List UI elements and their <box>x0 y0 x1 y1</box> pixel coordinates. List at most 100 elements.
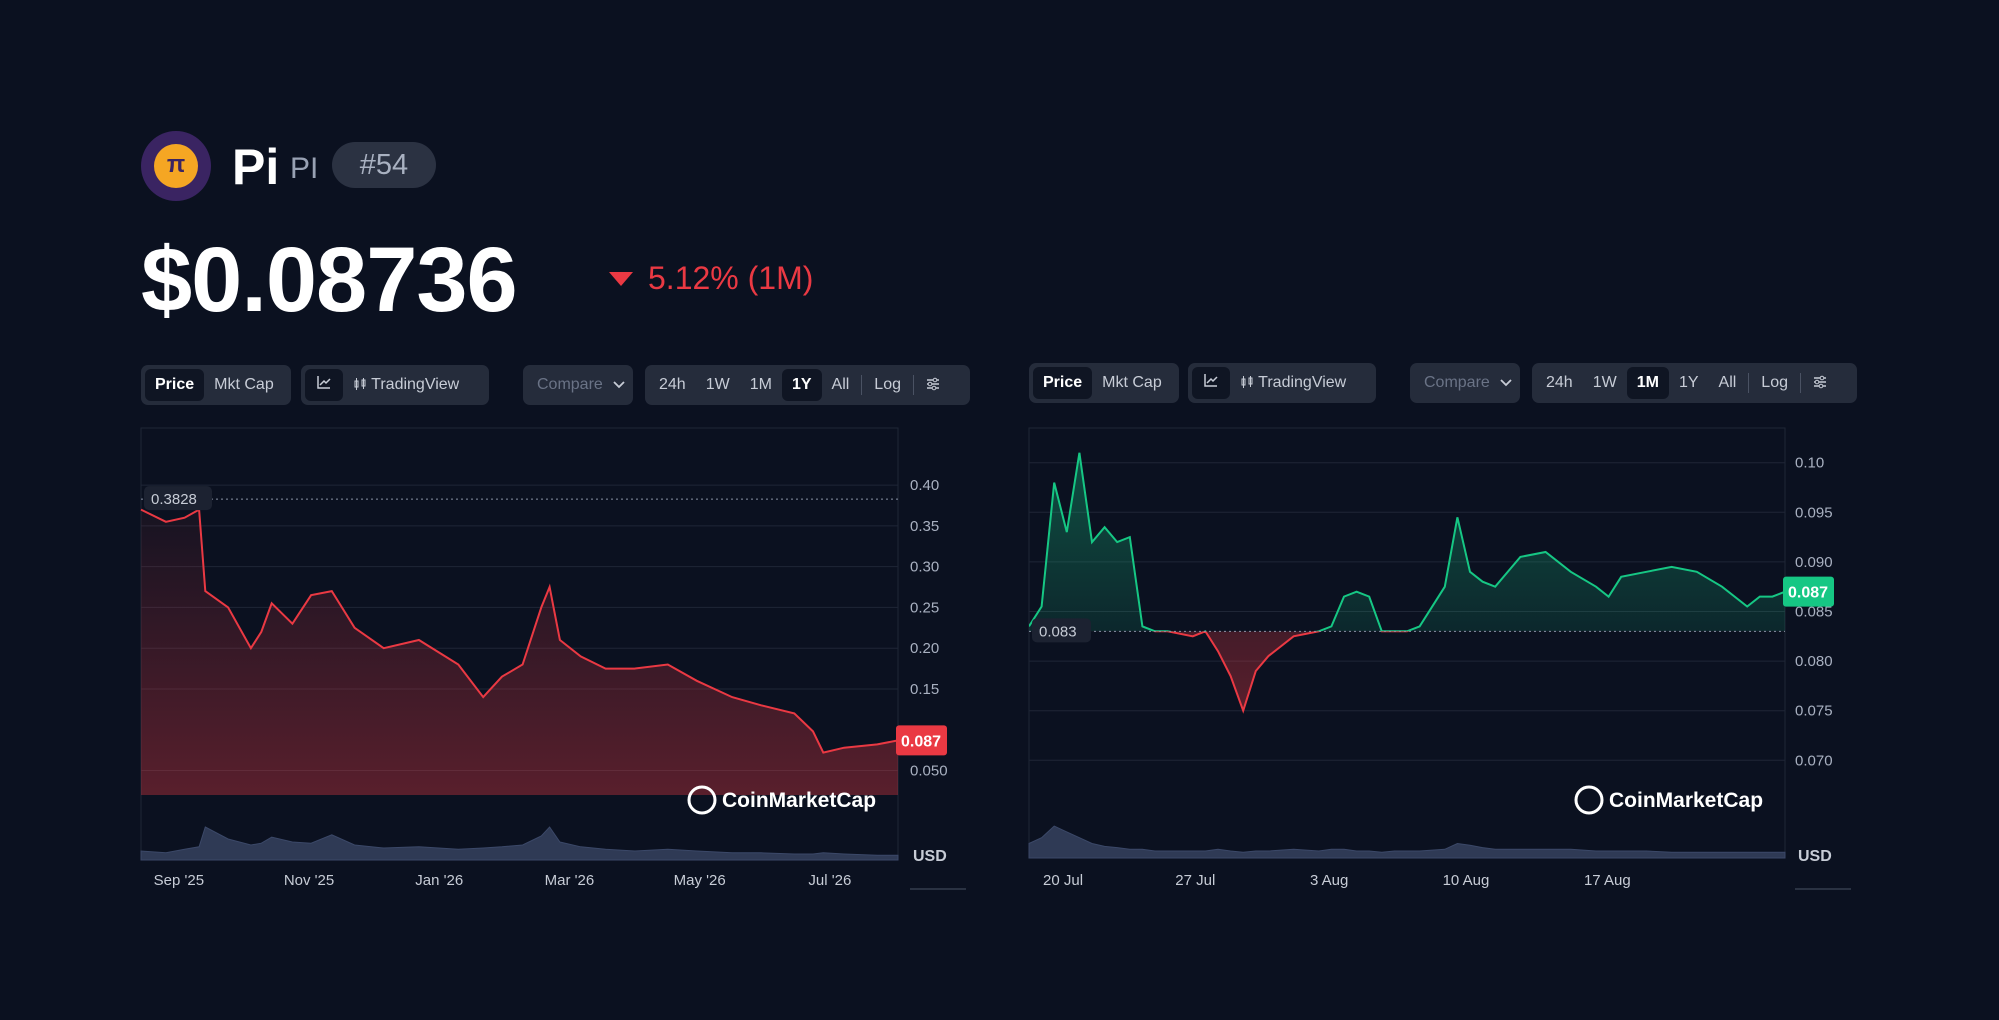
volume-area <box>1028 825 1786 859</box>
settings-button[interactable] <box>916 369 950 401</box>
range-1w[interactable]: 1W <box>705 376 730 393</box>
open-reference-label: 0.083 <box>1039 623 1077 640</box>
x-tick-label: Jul '26 <box>808 872 851 889</box>
x-tick-label: Sep '25 <box>154 872 204 889</box>
x-tick-label: Jan '26 <box>415 872 463 889</box>
open-reference-badge <box>1032 618 1091 643</box>
compare-label: Compare <box>537 376 603 393</box>
x-tick-label: 27 Jul <box>1175 872 1215 889</box>
candlestick-icon <box>354 378 366 390</box>
divider <box>1800 373 1801 393</box>
watermark-text: CoinMarketCap <box>1609 789 1763 812</box>
y-tick-label: 0.050 <box>910 763 948 780</box>
watermark-text: CoinMarketCap <box>722 789 876 812</box>
compare-label: Compare <box>1424 374 1490 391</box>
time-range-group-left: 24h 1W 1M 1Y All Log <box>645 365 970 405</box>
y-tick-label: 0.30 <box>910 559 939 576</box>
range-1y[interactable]: 1Y <box>1678 374 1699 391</box>
x-tick-label: Mar '26 <box>545 872 595 889</box>
currency-label: USD <box>1798 848 1832 865</box>
tradingview-label: TradingView <box>1258 374 1347 391</box>
y-tick-label: 0.095 <box>1795 504 1833 521</box>
currency-label: USD <box>913 848 947 865</box>
tradingview-label: TradingView <box>371 376 460 393</box>
tradingview-button[interactable]: TradingView <box>343 369 469 401</box>
coinmarketcap-logo-icon <box>1574 785 1604 815</box>
coin-name: Pi <box>232 139 280 195</box>
x-tick-label: 3 Aug <box>1310 872 1348 889</box>
pi-logo: π <box>141 131 211 201</box>
y-tick-label: 0.35 <box>910 518 939 535</box>
chart-style-group-left: TradingView <box>301 365 489 405</box>
x-tick-label: 17 Aug <box>1584 872 1631 889</box>
current-price-badge <box>896 725 947 756</box>
y-tick-label: 0.20 <box>910 640 939 657</box>
price-line-up <box>1029 452 1785 632</box>
x-tick-label: Nov '25 <box>284 872 334 889</box>
compare-dropdown-left[interactable]: Compare <box>523 365 633 405</box>
y-tick-label: 0.25 <box>910 599 939 616</box>
y-tick-label: 0.10 <box>1795 455 1824 472</box>
y-tick-label: 0.090 <box>1795 554 1833 571</box>
log-toggle[interactable]: Log <box>874 376 901 393</box>
chevron-down-icon <box>613 381 625 389</box>
compare-dropdown-right[interactable]: Compare <box>1410 363 1520 403</box>
price-down-icon <box>609 272 633 286</box>
pi-coin-icon: π <box>154 144 198 188</box>
settings-button[interactable] <box>1803 367 1837 399</box>
divider <box>861 375 863 395</box>
current-price-label: 0.087 <box>1788 585 1828 602</box>
line-chart-icon <box>1204 374 1218 387</box>
range-1m[interactable]: 1M <box>749 376 772 393</box>
x-tick-label: 20 Jul <box>1043 872 1083 889</box>
y-tick-label: 0.080 <box>1795 653 1833 670</box>
divider <box>1748 373 1750 393</box>
range-1m[interactable]: 1M <box>1626 367 1669 399</box>
current-price-label: 0.087 <box>901 733 941 750</box>
current-price: $0.08736 <box>141 229 518 331</box>
mkt-cap-tab[interactable]: Mkt Cap <box>214 376 274 393</box>
y-tick-label: 0.40 <box>910 477 939 494</box>
x-tick-label: 10 Aug <box>1443 872 1490 889</box>
price-tab[interactable]: Price <box>145 369 205 401</box>
range-1w[interactable]: 1W <box>1592 374 1617 391</box>
open-reference-badge <box>144 486 212 511</box>
x-tick-label: May '26 <box>674 872 726 889</box>
rank-badge: #54 <box>332 142 436 188</box>
price-line <box>140 507 899 754</box>
volume-area <box>140 826 899 861</box>
chart-type-toggle-left: Price Mkt Cap <box>141 365 291 405</box>
range-24h[interactable]: 24h <box>1546 374 1573 391</box>
range-all[interactable]: All <box>831 376 850 393</box>
current-price-badge <box>1783 576 1834 607</box>
tradingview-button[interactable]: TradingView <box>1230 367 1356 399</box>
range-all[interactable]: All <box>1718 374 1737 391</box>
sliders-icon <box>927 377 939 391</box>
price-area-up <box>1029 452 1785 632</box>
mkt-cap-tab[interactable]: Mkt Cap <box>1102 374 1162 391</box>
chevron-down-icon <box>1500 379 1512 387</box>
logo-glyph: π <box>166 151 186 178</box>
log-toggle[interactable]: Log <box>1761 374 1788 391</box>
line-chart-button[interactable] <box>305 369 343 401</box>
line-chart-icon <box>317 376 331 389</box>
y-tick-label: 0.070 <box>1795 752 1833 769</box>
time-range-group-right: 24h 1W 1M 1Y All Log <box>1532 363 1857 403</box>
coin-symbol: PI <box>290 152 319 185</box>
open-reference-label: 0.3828 <box>151 491 197 508</box>
price-area <box>141 509 898 795</box>
candlestick-icon <box>1241 376 1253 388</box>
chart-style-group-right: TradingView <box>1188 363 1376 403</box>
y-tick-label: 0.075 <box>1795 703 1833 720</box>
chart-type-toggle-right: Price Mkt Cap <box>1029 363 1179 403</box>
sliders-icon <box>1814 375 1826 389</box>
price-tab[interactable]: Price <box>1033 367 1093 399</box>
range-1y[interactable]: 1Y <box>781 369 822 401</box>
y-tick-label: 0.15 <box>910 681 939 698</box>
line-chart-button[interactable] <box>1192 367 1230 399</box>
divider <box>913 375 914 395</box>
y-tick-label: 0.085 <box>1795 604 1833 621</box>
range-24h[interactable]: 24h <box>659 376 686 393</box>
